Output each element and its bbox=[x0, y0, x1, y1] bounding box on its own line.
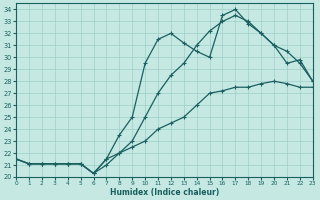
X-axis label: Humidex (Indice chaleur): Humidex (Indice chaleur) bbox=[110, 188, 219, 197]
